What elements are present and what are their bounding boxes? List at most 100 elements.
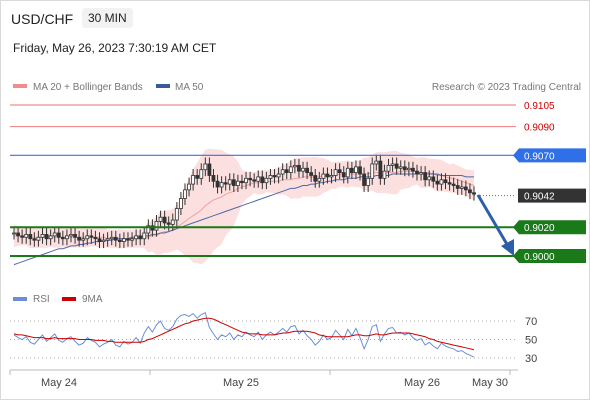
candle-body bbox=[179, 198, 183, 209]
candle-body bbox=[301, 167, 305, 172]
candle-body bbox=[411, 167, 415, 172]
candle-body bbox=[162, 216, 167, 224]
candle-body bbox=[358, 166, 362, 175]
candle-body bbox=[105, 238, 110, 241]
candle-body bbox=[89, 235, 94, 238]
candle-body bbox=[455, 185, 460, 189]
candle-body bbox=[73, 234, 77, 238]
candle-body bbox=[284, 169, 289, 173]
candle-body bbox=[472, 192, 476, 195]
ma20-legend-label: MA 20 + Bollinger Bands bbox=[33, 82, 143, 93]
candle-body bbox=[305, 167, 309, 173]
x-tick-label: May 26 bbox=[404, 377, 440, 389]
x-tick-label: May 25 bbox=[223, 377, 259, 389]
candle-body bbox=[317, 177, 322, 182]
candle-body bbox=[101, 239, 106, 243]
current-price-label: 0.9042 bbox=[524, 192, 555, 203]
candle-body bbox=[203, 163, 208, 171]
candle-body bbox=[252, 179, 257, 182]
candle-body bbox=[134, 235, 139, 240]
rsi-legend-swatch bbox=[13, 297, 27, 301]
candle-body bbox=[398, 166, 403, 169]
rsi-panel: 70 50 30 bbox=[10, 312, 537, 365]
candle-body bbox=[215, 180, 220, 188]
candle-body bbox=[349, 167, 354, 173]
support-level-label: 0.9000 bbox=[524, 252, 555, 263]
candle-body bbox=[362, 173, 366, 186]
candle-body bbox=[69, 234, 73, 237]
candle-body bbox=[191, 175, 196, 185]
x-axis: May 24 May 25 May 26 May 30 bbox=[9, 370, 511, 389]
candle-body bbox=[40, 234, 45, 238]
rsi-ma9-line bbox=[13, 317, 475, 351]
candle-body bbox=[65, 235, 69, 240]
candle-body bbox=[402, 166, 407, 171]
candle-body bbox=[126, 238, 130, 241]
candle-body bbox=[223, 182, 228, 185]
timeframe-badge[interactable]: 30 MIN bbox=[82, 8, 133, 28]
candle-body bbox=[468, 189, 472, 194]
support-level-label: 0.9020 bbox=[524, 223, 555, 234]
report-datetime: Friday, May 26, 2023 7:30:19 AM CET bbox=[13, 41, 217, 55]
candle-body bbox=[415, 170, 419, 175]
candle-body bbox=[174, 208, 179, 221]
candle-body bbox=[443, 179, 448, 184]
candle-body bbox=[272, 175, 277, 178]
resistance-level-label: 0.9090 bbox=[524, 123, 555, 134]
credit-text: Research © 2023 Trading Central bbox=[432, 82, 581, 93]
pair-title: USD/CHF bbox=[11, 11, 74, 27]
candle-body bbox=[248, 177, 253, 181]
candle-body bbox=[435, 180, 440, 185]
candle-body bbox=[48, 235, 53, 240]
candle-body bbox=[187, 183, 191, 191]
rsi-legend-label: RSI bbox=[33, 294, 50, 305]
current-price-tag bbox=[518, 188, 586, 203]
candle-body bbox=[130, 238, 134, 241]
rsi-line bbox=[13, 312, 475, 358]
candle-body bbox=[280, 169, 285, 175]
candle-body bbox=[20, 235, 25, 238]
candle-body bbox=[321, 173, 326, 179]
candle-body bbox=[264, 177, 269, 184]
candle-body bbox=[325, 173, 330, 178]
candle-body bbox=[207, 163, 212, 176]
rsi-tick-70: 70 bbox=[525, 316, 537, 328]
candle-body bbox=[32, 238, 37, 241]
candle-body bbox=[459, 186, 464, 189]
pivot-level-tag bbox=[513, 148, 586, 163]
candle-body bbox=[256, 176, 261, 182]
x-tick-label: May 30 bbox=[472, 377, 508, 389]
candle-body bbox=[195, 175, 200, 179]
candle-body bbox=[44, 234, 49, 240]
candle-body bbox=[427, 176, 432, 181]
candle-body bbox=[97, 238, 102, 243]
candle-body bbox=[183, 189, 187, 199]
candle-body bbox=[231, 179, 236, 186]
candle-body bbox=[28, 234, 33, 240]
price-panel bbox=[12, 148, 476, 266]
candle-body bbox=[354, 166, 358, 173]
candle-body bbox=[52, 232, 57, 237]
candle-body bbox=[423, 172, 428, 181]
candle-body bbox=[439, 179, 444, 185]
candle-body bbox=[341, 172, 346, 178]
candle-body bbox=[447, 182, 452, 185]
candle-body bbox=[345, 167, 350, 178]
candle-body bbox=[431, 176, 436, 182]
candle-body bbox=[56, 232, 61, 238]
candle-body bbox=[60, 236, 65, 240]
candle-body bbox=[77, 236, 82, 241]
candle-body bbox=[370, 163, 375, 179]
candle-body bbox=[288, 166, 293, 173]
candle-body bbox=[463, 186, 468, 191]
ma9-legend-swatch bbox=[62, 297, 76, 301]
candle-body bbox=[382, 170, 387, 179]
candle-body bbox=[268, 175, 273, 179]
candle-body bbox=[154, 221, 159, 231]
candle-body bbox=[227, 179, 232, 185]
candle-body bbox=[394, 163, 399, 169]
candle-body bbox=[170, 219, 175, 225]
candle-body bbox=[244, 177, 248, 184]
candle-body bbox=[329, 175, 334, 178]
